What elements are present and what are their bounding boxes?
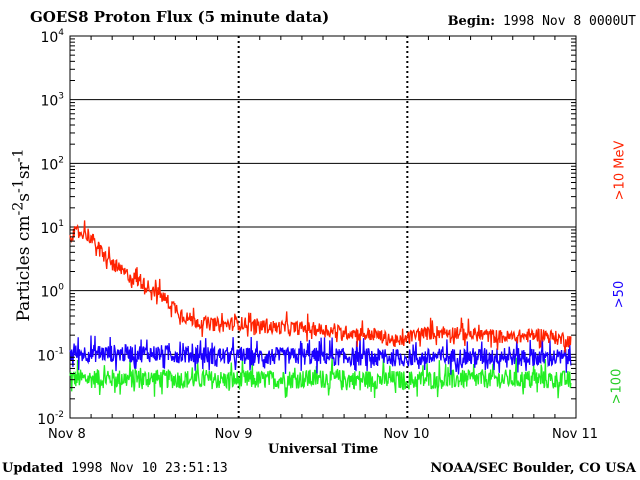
y-label-text: Particles cm-2s-1sr-1 [10,148,34,322]
x-tick-label: Nov 9 [215,427,253,442]
axis-ticks: 10-2 10-1 100 101 102 103 104 Nov 8 Nov 9 Nov 10 N… [37,28,598,442]
updated-value: 1998 Nov 10 23:51:13 [71,461,228,476]
legend-entry-100: >100 [609,368,625,405]
y-tick-label: 101 [40,219,64,237]
y-axis-label: Particles cm-2s-1sr-1 [10,149,34,322]
y-tick-label: 10-1 [37,346,64,364]
series-layer [69,220,572,399]
series-line-1 [69,335,572,375]
series-line-2 [69,357,572,399]
y-tick-label: 103 [40,92,64,110]
credit-text: NOAA/SEC Boulder, CO USA [430,461,636,476]
y-tick-label: 100 [40,283,64,301]
y-tick-label: 104 [40,28,64,46]
legend-entry-50: >50 [612,280,628,309]
updated-timestamp: Updated 1998 Nov 10 23:51:13 [2,461,228,476]
y-tick-label: 10-2 [37,410,64,428]
begin-value: 1998 Nov 8 0000UT [502,14,636,29]
x-tick-label: Nov 8 [48,427,86,442]
x-axis-label: Universal Time [268,442,379,457]
y-tick-label: 102 [40,155,64,173]
chart-title: GOES8 Proton Flux (5 minute data) [30,8,330,26]
legend-entry-10mev: >10 MeV [612,140,628,201]
x-tick-label: Nov 10 [383,427,429,442]
begin-label: Begin: [447,14,496,29]
updated-label: Updated [2,461,64,476]
series-line-0 [69,220,572,353]
x-tick-label: Nov 11 [552,427,598,442]
begin-time: Begin: 1998 Nov 8 0000UT [448,14,636,29]
